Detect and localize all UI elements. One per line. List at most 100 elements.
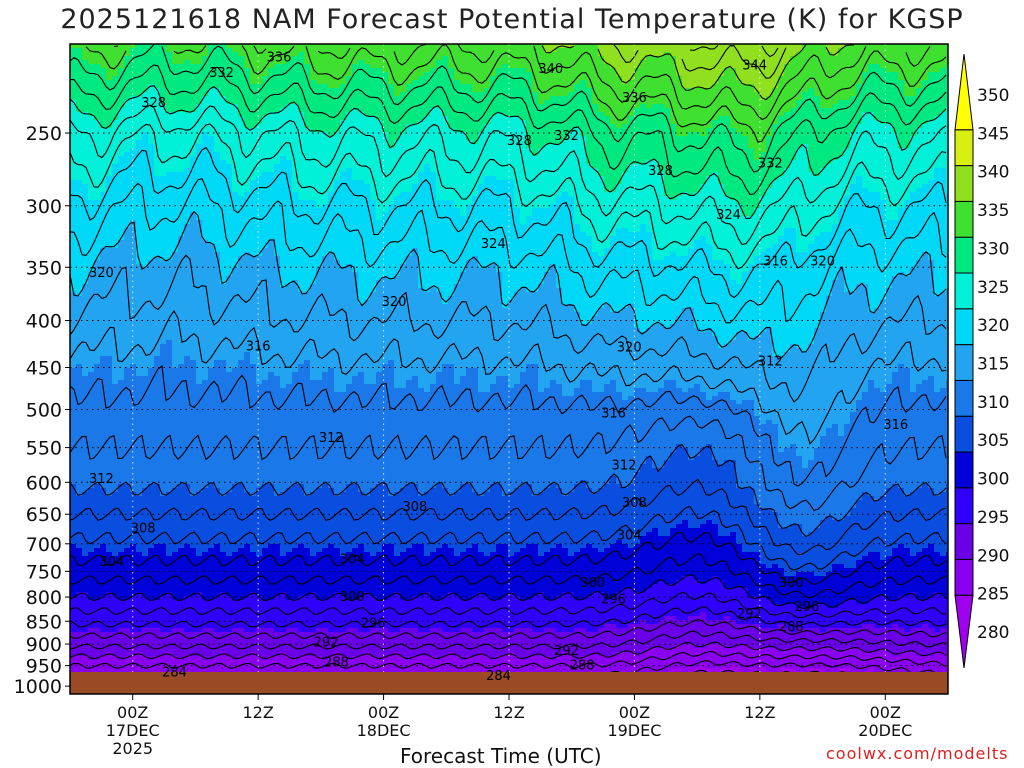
field-cell <box>106 128 113 133</box>
field-cell <box>238 488 245 493</box>
field-cell <box>238 572 245 577</box>
field-cell <box>142 56 149 61</box>
field-cell <box>136 80 143 85</box>
field-cell <box>154 272 161 277</box>
field-cell <box>70 480 77 485</box>
field-cell <box>178 612 185 617</box>
field-cell <box>172 504 179 509</box>
field-cell <box>184 324 191 329</box>
field-cell <box>112 620 119 625</box>
field-cell <box>76 112 83 117</box>
field-cell <box>100 260 107 265</box>
field-cell <box>94 456 101 461</box>
field-cell <box>130 552 137 557</box>
field-cell <box>118 256 125 261</box>
field-cell <box>76 308 83 313</box>
field-cell <box>94 516 101 521</box>
field-cell <box>82 508 89 513</box>
field-cell <box>232 640 239 645</box>
field-cell <box>226 124 233 129</box>
field-cell <box>124 320 131 325</box>
field-cell <box>184 640 191 645</box>
field-cell <box>178 172 185 177</box>
field-cell <box>196 412 203 417</box>
field-cell <box>130 256 137 261</box>
field-cell <box>184 644 191 649</box>
field-cell <box>166 84 173 89</box>
field-cell <box>250 340 257 345</box>
field-cell <box>130 416 137 421</box>
field-cell <box>142 584 149 589</box>
field-cell <box>82 232 89 237</box>
field-cell <box>166 344 173 349</box>
field-cell <box>214 624 221 629</box>
field-cell <box>238 244 245 249</box>
field-cell <box>106 580 113 585</box>
field-cell <box>112 140 119 145</box>
field-cell <box>214 344 221 349</box>
field-cell <box>178 164 185 169</box>
field-cell <box>214 380 221 385</box>
field-cell <box>214 500 221 505</box>
field-cell <box>190 656 197 661</box>
field-cell <box>154 124 161 129</box>
field-cell <box>244 308 251 313</box>
field-cell <box>136 636 143 641</box>
field-cell <box>124 580 131 585</box>
field-cell <box>142 60 149 65</box>
field-cell <box>124 316 131 321</box>
field-cell <box>178 176 185 181</box>
field-cell <box>100 416 107 421</box>
field-cell <box>94 408 101 413</box>
field-cell <box>136 556 143 561</box>
field-cell <box>208 80 215 85</box>
field-cell <box>118 132 125 137</box>
field-cell <box>112 372 119 377</box>
field-cell <box>202 164 209 169</box>
field-cell <box>220 180 227 185</box>
field-cell <box>142 472 149 477</box>
field-cell <box>82 56 89 61</box>
field-cell <box>106 452 113 457</box>
field-cell <box>88 520 95 525</box>
field-cell <box>208 172 215 177</box>
field-cell <box>202 596 209 601</box>
field-cell <box>238 48 245 53</box>
field-cell <box>82 456 89 461</box>
field-cell <box>172 232 179 237</box>
field-cell <box>130 664 137 669</box>
field-cell <box>250 444 257 449</box>
field-cell <box>112 80 119 85</box>
field-cell <box>196 256 203 261</box>
field-cell <box>190 232 197 237</box>
field-cell <box>100 604 107 609</box>
field-cell <box>208 320 215 325</box>
field-cell <box>244 312 251 317</box>
field-cell <box>184 512 191 517</box>
field-cell <box>214 584 221 589</box>
field-cell <box>244 128 251 133</box>
field-cell <box>70 124 77 129</box>
field-cell <box>148 288 155 293</box>
field-cell <box>250 228 257 233</box>
field-cell <box>190 296 197 301</box>
field-cell <box>94 664 101 669</box>
field-cell <box>100 268 107 273</box>
field-cell <box>238 432 245 437</box>
field-cell <box>250 252 257 257</box>
field-cell <box>154 168 161 173</box>
field-cell <box>238 400 245 405</box>
field-cell <box>82 352 89 357</box>
field-cell <box>196 276 203 281</box>
field-cell <box>232 552 239 557</box>
field-cell <box>232 56 239 61</box>
field-cell <box>172 556 179 561</box>
field-cell <box>148 244 155 249</box>
field-cell <box>118 488 125 493</box>
field-cell <box>124 196 131 201</box>
field-cell <box>196 92 203 97</box>
field-cell <box>100 320 107 325</box>
field-cell <box>94 160 101 165</box>
field-cell <box>142 108 149 113</box>
field-cell <box>190 44 197 49</box>
